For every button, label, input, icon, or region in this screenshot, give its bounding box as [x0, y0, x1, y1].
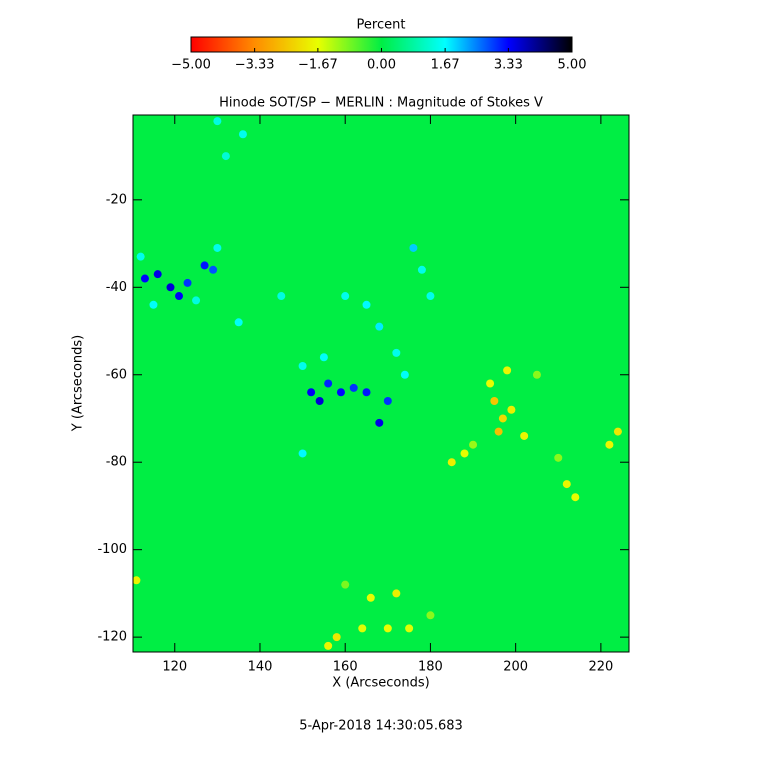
- heatmap-patch: [486, 379, 495, 388]
- x-tick-label: 120: [162, 660, 187, 675]
- y-tick-label: -120: [97, 630, 127, 645]
- heatmap-patch: [238, 130, 247, 139]
- heatmap-patch: [498, 414, 507, 423]
- y-tick-label: -60: [106, 367, 127, 382]
- heatmap-patch: [277, 292, 286, 301]
- heatmap-patch: [460, 449, 469, 458]
- heatmap-patch: [307, 388, 316, 397]
- colorbar-tick-label: 1.67: [431, 58, 460, 73]
- x-tick-label: 140: [248, 660, 273, 675]
- heatmap-patch: [133, 576, 141, 585]
- heatmap-patch: [221, 152, 230, 161]
- heatmap-patch: [183, 278, 192, 287]
- heatmap-patches: [133, 117, 622, 650]
- heatmap-patch: [362, 388, 371, 397]
- x-tick-label: 180: [418, 660, 443, 675]
- heatmap-patch: [532, 370, 541, 379]
- heatmap-patch: [166, 283, 175, 292]
- heatmap-patch: [234, 318, 243, 327]
- y-axis-label: Y (Arcseconds): [71, 335, 86, 432]
- colorbar-tick-label: −5.00: [171, 58, 211, 73]
- heatmap-patch: [298, 449, 307, 458]
- heatmap-patch: [315, 396, 324, 405]
- heatmap-patch: [426, 611, 435, 620]
- heatmap-patch: [213, 117, 222, 126]
- x-axis-label: X (Arcseconds): [332, 676, 429, 691]
- y-tick-label: -100: [97, 542, 127, 557]
- heatmap-patch: [366, 593, 375, 602]
- heatmap-patch: [409, 243, 418, 252]
- footer-timestamp: 5-Apr-2018 14:30:05.683: [299, 719, 463, 734]
- heatmap-patch: [349, 383, 358, 392]
- heatmap-patch: [383, 396, 392, 405]
- heatmap-patch: [341, 580, 350, 589]
- heatmap-patch: [192, 296, 201, 305]
- heatmap-patch: [400, 370, 409, 379]
- heatmap-patch: [375, 418, 384, 427]
- heatmap-patch: [392, 589, 401, 598]
- heatmap-patch: [209, 265, 218, 274]
- heatmap-patch: [447, 458, 456, 467]
- heatmap-patch: [358, 624, 367, 633]
- colorbar-tick-label: −3.33: [235, 58, 275, 73]
- plot-frame: [132, 114, 630, 653]
- heatmap-patch: [383, 624, 392, 633]
- heatmap-patch: [153, 270, 162, 279]
- heatmap-patch: [136, 252, 145, 261]
- heatmap-patch: [571, 493, 580, 502]
- heatmap-patch: [562, 480, 571, 489]
- heatmap-patch: [213, 243, 222, 252]
- heatmap-background: [133, 115, 629, 652]
- heatmap-patch: [336, 388, 345, 397]
- heatmap-patch: [613, 427, 622, 436]
- heatmap-patch: [605, 440, 614, 449]
- colorbar-tick-label: 0.00: [367, 58, 396, 73]
- heatmap-patch: [392, 348, 401, 357]
- chart-title: Hinode SOT/SP − MERLIN : Magnitude of St…: [219, 96, 543, 111]
- heatmap-patch: [341, 292, 350, 301]
- heatmap-patch: [405, 624, 414, 633]
- colorbar-tick-label: −1.67: [298, 58, 338, 73]
- y-tick-label: -20: [106, 192, 127, 207]
- heatmap-patch: [140, 274, 149, 283]
- heatmap-patch: [426, 292, 435, 301]
- heatmap-patch: [324, 379, 333, 388]
- heatmap-patch: [175, 292, 184, 301]
- heatmap-patch: [298, 362, 307, 371]
- heatmap-patch: [554, 453, 563, 462]
- heatmap-patch: [490, 396, 499, 405]
- colorbar-tick-label: 5.00: [558, 58, 587, 73]
- x-tick-label: 160: [333, 660, 358, 675]
- x-tick-label: 200: [503, 660, 528, 675]
- heatmap-patch: [332, 633, 341, 642]
- heatmap-patch: [417, 265, 426, 274]
- y-tick-label: -80: [106, 455, 127, 470]
- heatmap-patch: [503, 366, 512, 375]
- heatmap-patch: [507, 405, 516, 414]
- heatmap-patch: [200, 261, 209, 270]
- heatmap-patch: [319, 353, 328, 362]
- heatmap-patch: [469, 440, 478, 449]
- x-tick-label: 220: [588, 660, 613, 675]
- heatmap-patch: [520, 431, 529, 440]
- heatmap-patch: [149, 300, 158, 309]
- heatmap-patch: [494, 427, 503, 436]
- y-tick-label: -40: [106, 280, 127, 295]
- heatmap-patch: [362, 300, 371, 309]
- heatmap-patch: [324, 641, 333, 650]
- heatmap-patch: [375, 322, 384, 331]
- colorbar-tick-label: 3.33: [494, 58, 523, 73]
- colorbar-title: Percent: [357, 18, 406, 33]
